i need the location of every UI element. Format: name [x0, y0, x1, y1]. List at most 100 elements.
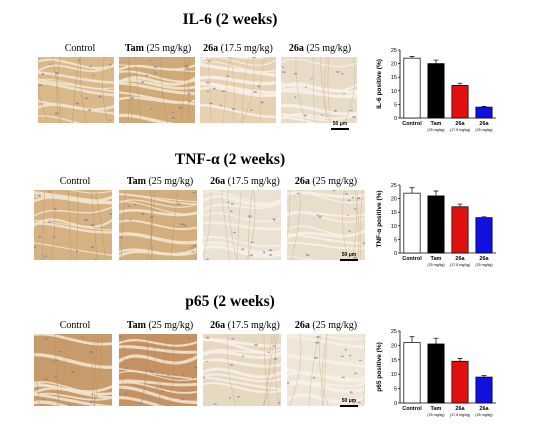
micrograph-tam: [119, 334, 197, 406]
bar: [427, 195, 445, 254]
bar: [427, 343, 445, 404]
bar: [451, 206, 469, 254]
micrograph-26a-low: [200, 57, 276, 123]
y-tick-label: 0: [394, 401, 397, 407]
column-label-tam: Tam (25 mg/kg): [126, 176, 194, 187]
micrograph-26a-high: [281, 57, 357, 123]
bar: [427, 63, 445, 119]
column-label-26a-low: 26a (17.5 mg/kg): [210, 176, 280, 187]
bar: [475, 376, 493, 404]
micrograph-texture: [34, 334, 112, 406]
x-tick-label: 26a: [455, 121, 465, 127]
error-bar: [481, 105, 487, 108]
x-tick-label: 26a: [455, 406, 465, 412]
column-label-26a-high: 26a (25 mg/kg): [288, 43, 352, 54]
scale-bar: 50 μm: [340, 398, 358, 407]
y-tick-label: 15: [391, 210, 397, 216]
error-bar: [457, 82, 463, 86]
micrograph-tam: [119, 190, 197, 260]
y-tick-label: 25: [391, 48, 397, 54]
error-bar: [481, 216, 487, 218]
column-label-26a-high: 26a (25 mg/kg): [294, 320, 358, 331]
error-bar: [409, 336, 415, 343]
column-label-26a-high: 26a (25 mg/kg): [294, 176, 358, 187]
panel-title: IL-6 (2 weeks): [182, 11, 278, 28]
column-label-26a-low: 26a (17.5 mg/kg): [210, 320, 280, 331]
error-bar: [433, 337, 439, 344]
micrograph-texture: [281, 57, 357, 123]
bar: [403, 57, 421, 119]
error-bar: [433, 190, 439, 196]
panel-title: TNF-α (2 weeks): [174, 151, 286, 168]
y-tick-label: 20: [391, 62, 397, 68]
x-tick-label: 26a: [479, 256, 489, 262]
bar: [403, 192, 421, 254]
micrograph-texture: [203, 190, 281, 260]
scale-bar: 50 μm: [340, 252, 358, 261]
bar: [475, 106, 493, 119]
x-tick-sublabel: (25 mg/kg): [427, 413, 444, 417]
y-tick-label: 10: [391, 372, 397, 378]
column-label-control: Control: [64, 43, 96, 54]
micrograph-texture: [287, 334, 365, 406]
micrograph-texture: [34, 190, 112, 260]
y-tick-label: 15: [391, 75, 397, 81]
micrograph-26a-high: [287, 190, 365, 260]
bar: [403, 342, 421, 404]
panel-il6: IL-6 (2 weeks) Control Tam (25 mg/kg) 26…: [0, 0, 534, 140]
y-axis-label: p65 positive (%): [376, 342, 383, 391]
y-tick-label: 20: [391, 343, 397, 349]
error-bar: [457, 358, 463, 362]
micrograph-control: [34, 334, 112, 406]
y-tick-label: 15: [391, 358, 397, 364]
y-tick-label: 10: [391, 89, 397, 95]
column-label-control: Control: [59, 320, 91, 331]
scale-bar-line: [340, 259, 358, 261]
x-tick-label: Control: [402, 121, 422, 127]
x-tick-sublabel: (25 mg/kg): [475, 413, 492, 417]
micrograph-texture: [203, 334, 281, 406]
micrograph-texture: [38, 57, 114, 123]
micrograph-texture: [287, 190, 365, 260]
scale-bar-line: [340, 405, 358, 407]
x-tick-label: Control: [402, 256, 422, 262]
error-bar: [433, 59, 439, 64]
x-tick-sublabel: (25 mg/kg): [475, 128, 492, 132]
x-tick-label: Tam: [431, 256, 442, 262]
y-tick-label: 25: [391, 329, 397, 335]
x-tick-sublabel: (25 mg/kg): [427, 128, 444, 132]
bar: [475, 217, 493, 254]
x-tick-sublabel: (25 mg/kg): [475, 263, 492, 267]
y-tick-label: 10: [391, 224, 397, 230]
micrograph-control: [38, 57, 114, 123]
micrograph-control: [34, 190, 112, 260]
x-tick-label: 26a: [479, 406, 489, 412]
y-tick-label: 5: [394, 237, 397, 243]
micrograph-tam: [119, 57, 195, 123]
y-tick-label: 25: [391, 183, 397, 189]
panel-title: p65 (2 weeks): [185, 293, 275, 310]
scale-bar: 50 μm: [331, 121, 349, 130]
micrograph-texture: [119, 57, 195, 123]
y-axis-label: IL-6 positive (%): [376, 59, 383, 109]
error-bar: [481, 375, 487, 378]
x-tick-label: 26a: [455, 256, 465, 262]
x-tick-label: 26a: [479, 121, 489, 127]
scale-bar-line: [331, 128, 349, 130]
column-label-control: Control: [59, 176, 91, 187]
x-tick-sublabel: (17.5 mg/kg): [450, 128, 470, 132]
x-tick-label: Control: [402, 406, 422, 412]
micrograph-texture: [119, 190, 197, 260]
x-tick-label: Tam: [431, 121, 442, 127]
panel-p65: p65 (2 weeks) Control Tam (25 mg/kg) 26a…: [0, 280, 534, 429]
error-bar: [409, 56, 415, 59]
micrograph-26a-low: [203, 190, 281, 260]
column-label-tam: Tam (25 mg/kg): [124, 43, 192, 54]
column-label-tam: Tam (25 mg/kg): [126, 320, 194, 331]
micrograph-texture: [200, 57, 276, 123]
bar: [451, 85, 469, 119]
micrograph-26a-high: [287, 334, 365, 406]
y-tick-label: 5: [394, 387, 397, 393]
